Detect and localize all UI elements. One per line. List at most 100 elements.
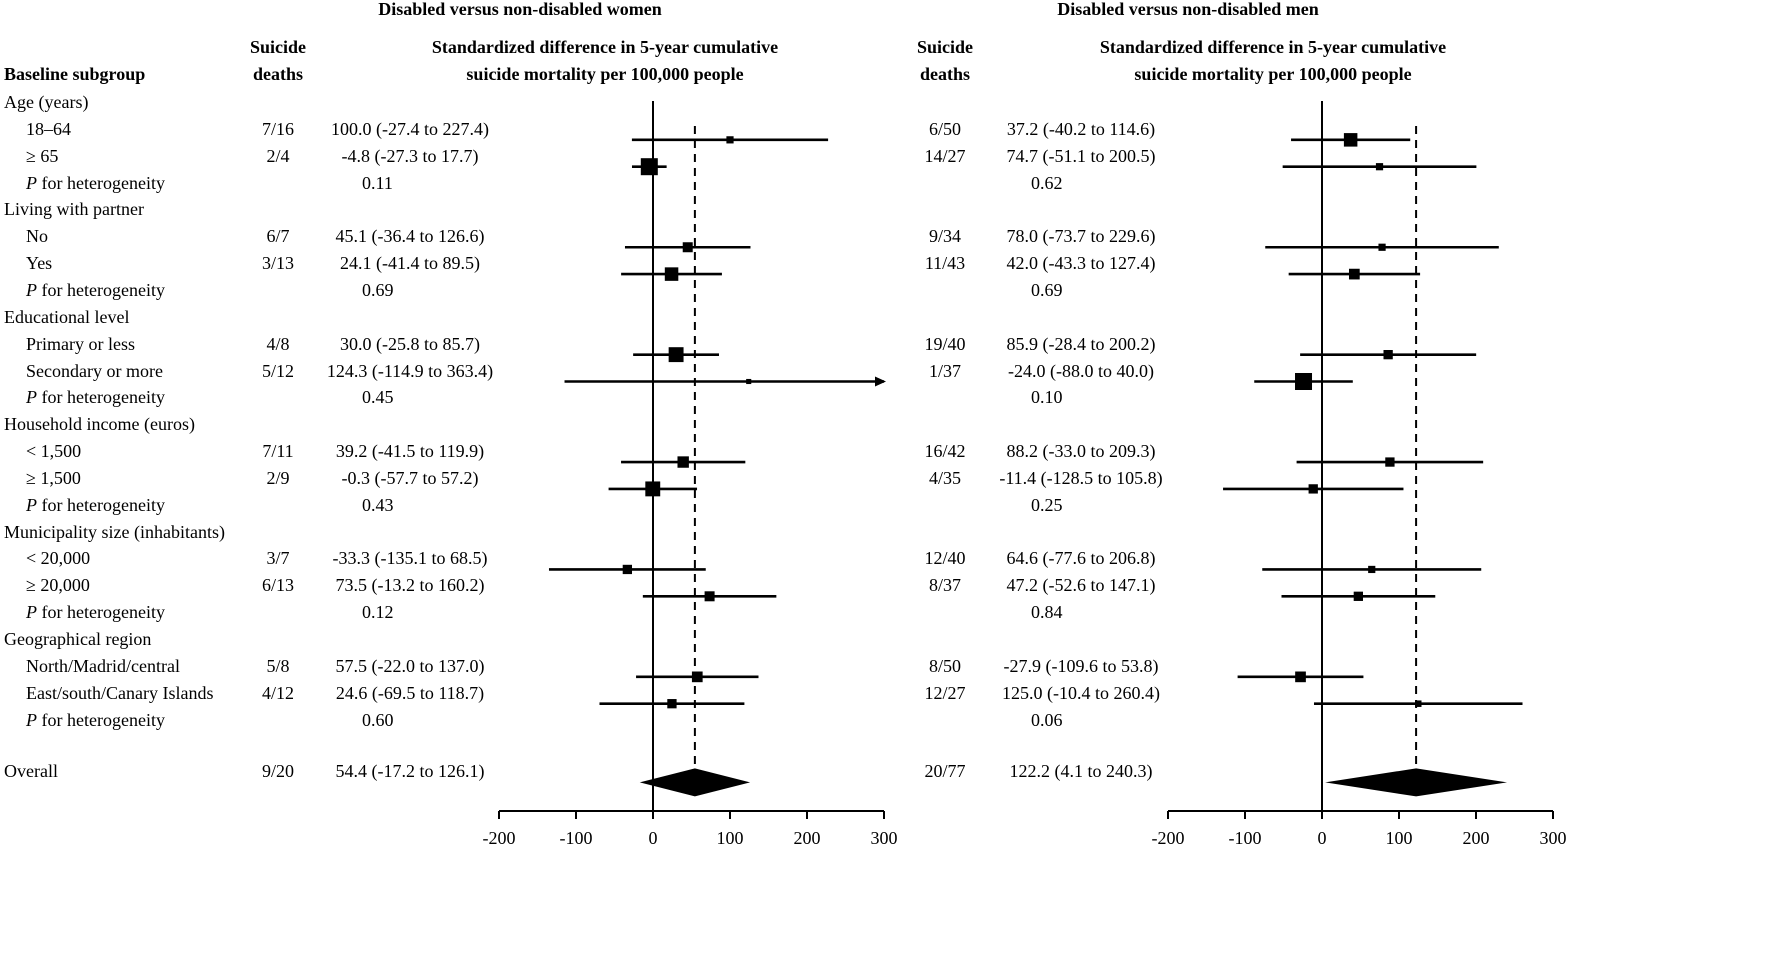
women-suicide-deaths: 4/8 (266, 333, 290, 354)
women-point-estimate (622, 564, 633, 575)
men-x-tick-label: -100 (1228, 828, 1262, 848)
women-suicide-deaths: 5/8 (266, 655, 290, 676)
heterogeneity-text: for heterogeneity (37, 602, 165, 623)
subgroup-item-label: ≥ 20,000 (26, 575, 90, 596)
women-heterogeneity-p: 0.69 (362, 279, 394, 300)
heterogeneity-text: for heterogeneity (37, 494, 165, 515)
women-point-estimate (668, 347, 684, 363)
subgroup-item-label: ≥ 1,500 (26, 467, 81, 488)
men-plot-header-line2: suicide mortality per 100,000 people (1134, 64, 1412, 84)
women-suicide-deaths: 5/12 (261, 360, 295, 381)
men-deaths-header-line1: Suicide (916, 37, 974, 57)
men-suicide-deaths: 8/37 (928, 575, 962, 596)
men-plot-header-line1: Standardized difference in 5-year cumula… (1099, 37, 1447, 57)
subgroup-group-label: Living with partner (4, 199, 144, 220)
p-symbol: P (26, 387, 37, 408)
heterogeneity-text: for heterogeneity (37, 279, 165, 300)
women-estimate-ci: 24.1 (-41.4 to 89.5) (340, 253, 480, 274)
men-panel-title: Disabled versus non-disabled men (1057, 0, 1319, 19)
women-estimate-ci: 100.0 (-27.4 to 227.4) (331, 118, 489, 139)
men-estimate-ci: -24.0 (-88.0 to 40.0) (1008, 360, 1154, 381)
subgroup-item-label: Primary or less (26, 333, 135, 354)
women-estimate-ci: 54.4 (-17.2 to 126.1) (335, 761, 485, 782)
women-x-tick-label: -100 (559, 828, 593, 848)
subgroup-item-label: East/south/Canary Islands (26, 682, 214, 703)
subgroup-item-label: No (26, 226, 48, 247)
women-suicide-deaths: 7/11 (262, 441, 294, 462)
men-heterogeneity-p: 0.62 (1031, 172, 1063, 193)
men-suicide-deaths: 19/40 (924, 333, 966, 354)
subgroup-item-label: Yes (26, 253, 53, 274)
p-symbol: P (26, 494, 37, 515)
women-suicide-deaths: 6/7 (266, 226, 290, 247)
women-point-estimate (746, 378, 752, 385)
women-estimate-ci: 39.2 (-41.5 to 119.9) (335, 441, 485, 462)
women-suicide-deaths: 6/13 (261, 575, 295, 596)
men-heterogeneity-p: 0.84 (1031, 602, 1063, 623)
men-estimate-ci: 88.2 (-33.0 to 209.3) (1006, 441, 1156, 462)
p-symbol: P (26, 602, 37, 623)
men-point-estimate (1375, 163, 1384, 171)
subgroup-item-label: < 20,000 (26, 548, 91, 569)
women-suicide-deaths: 9/20 (261, 761, 295, 782)
women-deaths-header-line1: Suicide (249, 37, 307, 57)
subgroup-header: Baseline subgroup (4, 64, 146, 84)
men-estimate-ci: -27.9 (-109.6 to 53.8) (1003, 655, 1159, 676)
subgroup-item-label: Secondary or more (26, 360, 163, 381)
women-suicide-deaths: 4/12 (261, 682, 295, 703)
women-heterogeneity-p: 0.12 (362, 602, 394, 623)
men-point-estimate (1383, 350, 1393, 360)
men-heterogeneity-p: 0.69 (1031, 279, 1063, 300)
women-suicide-deaths: 2/9 (266, 467, 290, 488)
women-heterogeneity-p: 0.11 (362, 172, 393, 193)
women-suicide-deaths: 7/16 (261, 118, 295, 139)
men-overall-diamond (1325, 768, 1508, 797)
women-plot-header-line1: Standardized difference in 5-year cumula… (431, 37, 779, 57)
men-suicide-deaths: 14/27 (924, 145, 966, 166)
men-estimate-ci: 85.9 (-28.4 to 200.2) (1006, 333, 1156, 354)
heterogeneity-label: P for heterogeneity (26, 601, 165, 623)
men-point-estimate (1295, 671, 1306, 683)
men-estimate-ci: 78.0 (-73.7 to 229.6) (1006, 226, 1156, 247)
men-estimate-ci: 64.6 (-77.6 to 206.8) (1006, 548, 1156, 569)
subgroup-item-label: ≥ 65 (26, 145, 59, 166)
men-estimate-ci: 42.0 (-43.3 to 127.4) (1006, 253, 1156, 274)
women-x-tick-label: 0 (648, 828, 658, 848)
men-point-estimate (1368, 565, 1376, 574)
women-point-estimate (667, 699, 677, 709)
men-estimate-ci: 37.2 (-40.2 to 114.6) (1006, 118, 1156, 139)
men-x-tick-label: -200 (1151, 828, 1185, 848)
heterogeneity-text: for heterogeneity (37, 387, 165, 408)
women-point-estimate (677, 456, 689, 468)
men-point-estimate (1415, 700, 1422, 707)
men-suicide-deaths: 12/40 (924, 548, 966, 569)
women-estimate-ci: -0.3 (-57.7 to 57.2) (341, 467, 479, 488)
men-suicide-deaths: 11/43 (924, 253, 966, 274)
subgroup-group-label: Educational level (4, 306, 130, 327)
women-heterogeneity-p: 0.45 (362, 387, 394, 408)
men-point-estimate (1308, 484, 1318, 494)
p-symbol: P (26, 709, 37, 730)
men-heterogeneity-p: 0.25 (1031, 494, 1063, 515)
subgroup-group-label: Age (years) (4, 92, 89, 112)
women-estimate-ci: 30.0 (-25.8 to 85.7) (340, 333, 480, 354)
women-point-estimate (682, 242, 693, 253)
women-estimate-ci: 57.5 (-22.0 to 137.0) (335, 655, 485, 676)
men-suicide-deaths: 9/34 (928, 226, 962, 247)
women-suicide-deaths: 3/13 (261, 253, 295, 274)
heterogeneity-label: P for heterogeneity (26, 172, 165, 194)
men-estimate-ci: -11.4 (-128.5 to 105.8) (999, 467, 1163, 488)
women-point-estimate (726, 136, 734, 144)
men-estimate-ci: 122.2 (4.1 to 240.3) (1009, 761, 1153, 782)
men-x-tick-label: 0 (1317, 828, 1327, 848)
men-suicide-deaths: 20/77 (924, 761, 966, 782)
subgroup-item-label: 18–64 (26, 118, 71, 139)
heterogeneity-label: P for heterogeneity (26, 709, 165, 731)
women-deaths-header-line2: deaths (252, 64, 304, 84)
men-suicide-deaths: 6/50 (928, 118, 962, 139)
men-suicide-deaths: 16/42 (924, 441, 966, 462)
men-x-tick-label: 300 (1539, 828, 1567, 848)
men-point-estimate (1295, 373, 1313, 390)
heterogeneity-text: for heterogeneity (37, 172, 165, 193)
